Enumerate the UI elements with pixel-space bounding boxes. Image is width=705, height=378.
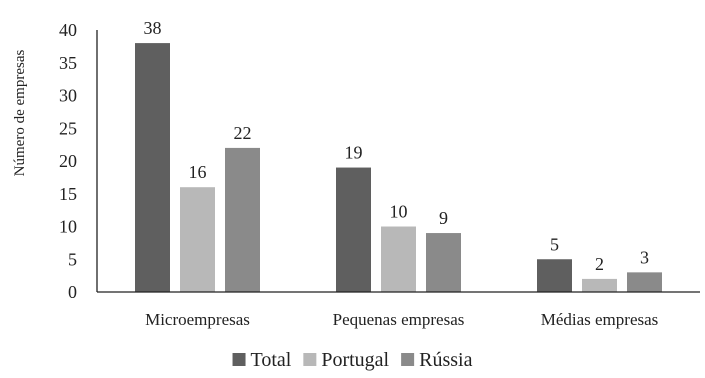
bar xyxy=(180,187,215,292)
data-label: 5 xyxy=(550,234,559,254)
data-label: 10 xyxy=(390,202,408,222)
data-label: 19 xyxy=(345,143,363,163)
data-label: 38 xyxy=(144,18,162,38)
y-tick-label: 15 xyxy=(59,184,77,204)
legend: Total Portugal Rússia xyxy=(232,349,473,371)
data-label: 9 xyxy=(439,208,448,228)
x-tick-label: Microempresas xyxy=(145,310,250,329)
bar xyxy=(135,43,170,292)
bar xyxy=(426,233,461,292)
y-tick-label: 25 xyxy=(59,118,77,138)
y-tick-label: 30 xyxy=(59,86,77,106)
bar xyxy=(381,226,416,292)
legend-label: Portugal xyxy=(321,349,389,371)
y-tick-label: 35 xyxy=(59,53,77,73)
bar xyxy=(336,167,371,292)
bar xyxy=(537,259,572,292)
y-tick-label: 10 xyxy=(59,217,77,237)
y-tick-label: 40 xyxy=(59,20,77,40)
bar xyxy=(627,272,662,292)
data-labels: 38 16 22 19 10 9 5 2 3 xyxy=(144,18,650,274)
legend-label: Rússia xyxy=(419,349,472,371)
bar xyxy=(225,147,260,292)
data-label: 22 xyxy=(234,123,252,143)
legend-swatch xyxy=(232,353,246,366)
x-tick-label: Pequenas empresas xyxy=(333,310,465,329)
x-tick-label: Médias empresas xyxy=(541,310,659,329)
y-axis-ticks: 0 5 10 15 20 25 30 35 40 xyxy=(59,20,77,302)
data-label: 3 xyxy=(640,247,649,267)
y-tick-label: 5 xyxy=(68,249,77,269)
legend-label: Total xyxy=(251,349,292,371)
legend-swatch xyxy=(303,353,317,366)
data-label: 2 xyxy=(595,254,604,274)
y-tick-label: 0 xyxy=(68,282,77,302)
legend-swatch xyxy=(401,353,415,366)
bars xyxy=(135,43,662,292)
data-label: 16 xyxy=(189,162,207,182)
y-tick-label: 20 xyxy=(59,151,77,171)
x-axis-labels: Microempresas Pequenas empresas Médias emp… xyxy=(145,310,658,329)
bar xyxy=(582,278,617,292)
y-axis-label: Número de empresas xyxy=(12,50,28,177)
